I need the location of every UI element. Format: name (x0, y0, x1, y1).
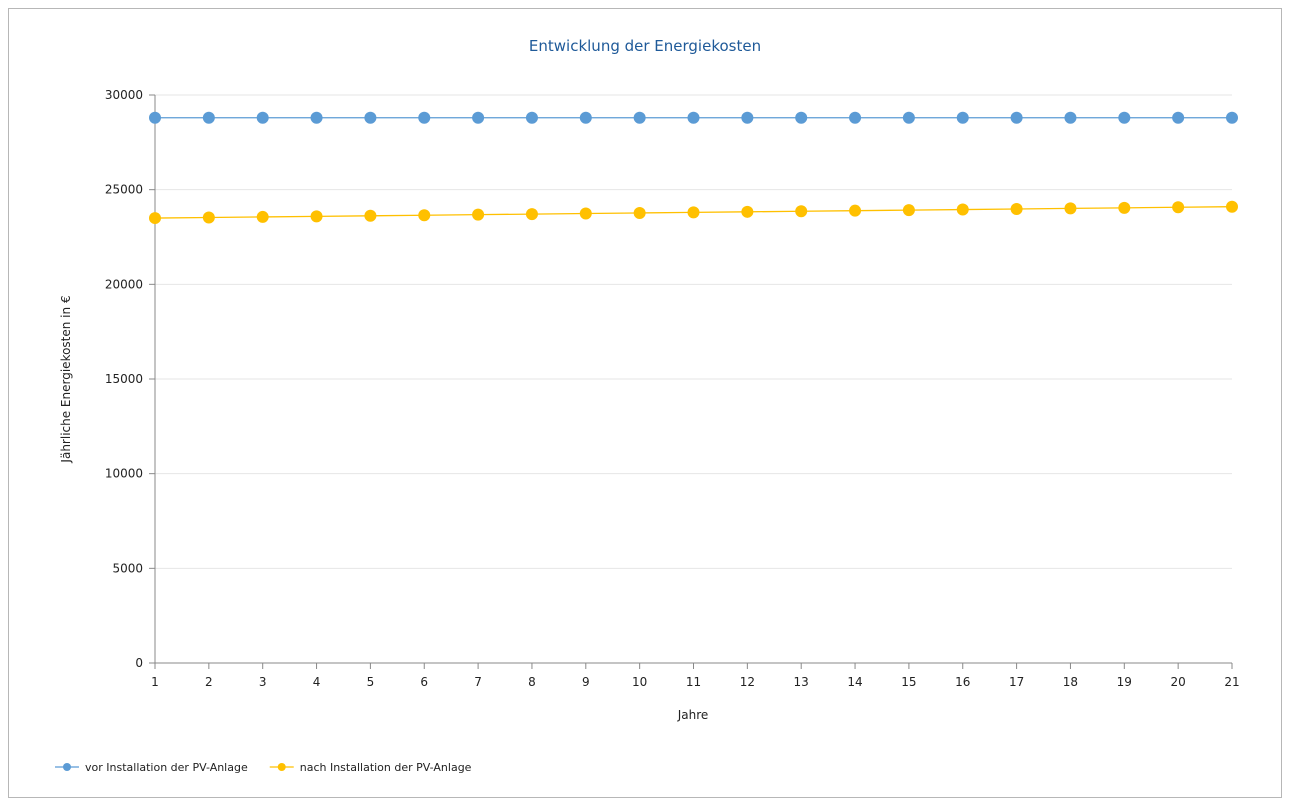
data-point[interactable] (902, 111, 915, 124)
data-point[interactable] (687, 206, 700, 219)
data-point[interactable] (687, 111, 700, 124)
legend-item[interactable]: nach Installation der PV-Anlage (269, 761, 472, 774)
data-point[interactable] (795, 111, 808, 124)
x-tick-label: 7 (474, 675, 482, 689)
data-point[interactable] (849, 204, 862, 217)
data-point[interactable] (149, 111, 161, 124)
legend: vor Installation der PV-Anlage nach Insta… (55, 761, 472, 774)
series-1 (149, 111, 1238, 124)
data-point[interactable] (1010, 202, 1023, 215)
legend-marker (63, 763, 71, 771)
data-point[interactable] (1226, 111, 1238, 124)
chart-frame (8, 8, 1282, 798)
legend-marker (277, 763, 286, 771)
data-point[interactable] (1118, 111, 1131, 124)
data-point[interactable] (149, 212, 161, 225)
x-tick-label: 14 (847, 675, 862, 689)
data-point[interactable] (418, 111, 431, 124)
x-tick-label: 20 (1171, 675, 1186, 689)
data-point[interactable] (1064, 111, 1077, 124)
data-point[interactable] (956, 111, 969, 124)
data-point[interactable] (849, 111, 862, 124)
data-point[interactable] (633, 111, 646, 124)
data-point[interactable] (1118, 201, 1131, 214)
x-tick-label: 1 (151, 675, 159, 689)
y-tick-label: 25000 (105, 183, 143, 197)
y-tick-label: 0 (135, 656, 143, 670)
x-tick-label: 21 (1224, 675, 1239, 689)
x-tick-label: 10 (632, 675, 647, 689)
y-tick-label: 30000 (105, 88, 143, 102)
data-point[interactable] (202, 111, 215, 124)
x-axis-label: Jahre (677, 708, 709, 722)
data-point[interactable] (472, 208, 485, 221)
x-tick-label: 3 (259, 675, 267, 689)
data-point[interactable] (633, 206, 646, 219)
data-point[interactable] (364, 111, 377, 124)
x-tick-label: 16 (955, 675, 970, 689)
data-point[interactable] (1226, 200, 1238, 213)
y-axis-ticks: 0 5000 10000 15000 20000 25000 30000 (105, 88, 155, 670)
x-tick-label: 13 (794, 675, 809, 689)
x-tick-label: 19 (1117, 675, 1132, 689)
data-point[interactable] (1064, 202, 1077, 215)
x-tick-label: 18 (1063, 675, 1078, 689)
data-point[interactable] (1010, 111, 1023, 124)
grid-lines (155, 94, 1232, 569)
x-tick-label: 11 (686, 675, 701, 689)
data-point[interactable] (1172, 201, 1185, 214)
legend-label: vor Installation der PV-Anlage (85, 761, 248, 774)
data-point[interactable] (256, 210, 269, 223)
legend-label: nach Installation der PV-Anlage (300, 761, 472, 774)
data-point[interactable] (741, 111, 754, 124)
data-point[interactable] (310, 111, 323, 124)
data-point[interactable] (418, 209, 431, 222)
x-tick-label: 12 (740, 675, 755, 689)
x-axis-ticks: 1 2 3 4 5 6 7 8 9 10 11 12 13 14 15 16 17 18 19 20 21 (151, 663, 1240, 689)
data-point[interactable] (579, 207, 592, 220)
x-tick-label: 2 (205, 675, 213, 689)
data-point[interactable] (202, 211, 215, 224)
data-point[interactable] (256, 111, 269, 124)
data-point[interactable] (525, 208, 538, 221)
y-tick-label: 15000 (105, 372, 143, 386)
x-tick-label: 9 (582, 675, 590, 689)
x-tick-label: 4 (313, 675, 321, 689)
legend-item[interactable]: vor Installation der PV-Anlage (55, 761, 248, 774)
y-tick-label: 20000 (105, 277, 143, 291)
data-point[interactable] (525, 111, 538, 124)
data-point[interactable] (795, 205, 808, 218)
x-tick-label: 8 (528, 675, 536, 689)
x-tick-label: 17 (1009, 675, 1024, 689)
data-point[interactable] (1172, 111, 1185, 124)
data-point[interactable] (902, 204, 915, 217)
y-tick-label: 10000 (105, 467, 143, 481)
data-point[interactable] (741, 205, 754, 218)
x-tick-label: 5 (367, 675, 375, 689)
series-group (149, 111, 1238, 225)
y-axis-label: Jährliche Energiekosten in € (59, 295, 73, 463)
y-tick-label: 5000 (112, 561, 143, 575)
data-point[interactable] (364, 209, 377, 222)
x-tick-label: 6 (420, 675, 428, 689)
series-2 (149, 200, 1238, 225)
data-point[interactable] (472, 111, 485, 124)
chart-title: Entwicklung der Energiekosten (529, 37, 761, 55)
data-point[interactable] (579, 111, 592, 124)
data-point[interactable] (310, 210, 323, 223)
data-point[interactable] (956, 203, 969, 216)
x-tick-label: 15 (901, 675, 916, 689)
